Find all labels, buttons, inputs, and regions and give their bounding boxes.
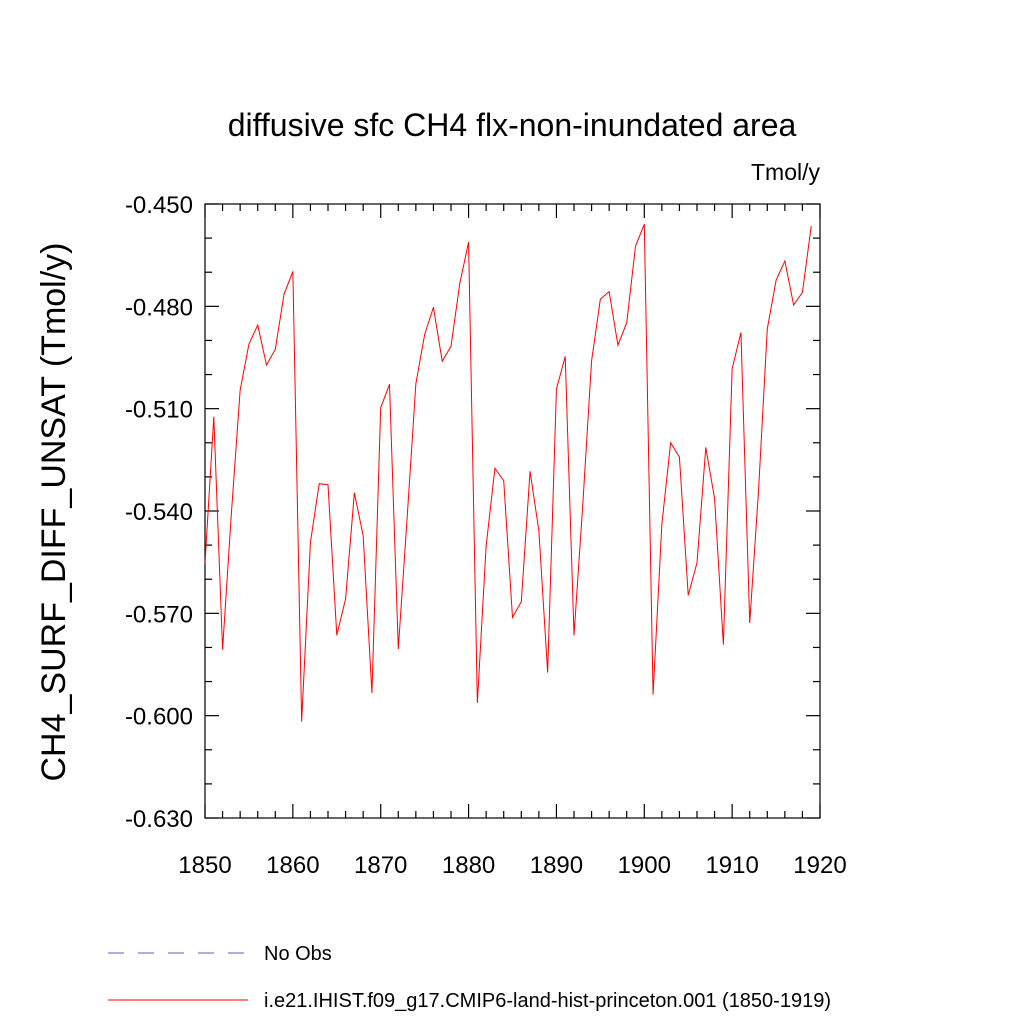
data-point — [239, 389, 241, 391]
x-tick-label: 1870 — [354, 852, 407, 879]
data-point — [266, 364, 267, 366]
data-point — [538, 530, 540, 532]
data-point — [459, 283, 461, 284]
x-axis-ticks — [204, 204, 821, 818]
data-point — [230, 513, 232, 515]
data-point — [345, 598, 346, 600]
data-point — [687, 594, 689, 596]
data-point — [485, 545, 487, 547]
data-point — [722, 643, 724, 645]
data-point — [714, 497, 715, 499]
y-tick-label: -0.510 — [125, 397, 193, 424]
data-point — [406, 518, 408, 520]
data-point — [802, 291, 803, 293]
data-point — [617, 344, 619, 346]
data-point — [599, 298, 601, 300]
data-point — [775, 280, 777, 281]
data-point — [582, 504, 584, 505]
data-point — [362, 535, 364, 536]
y-axis-tick-labels: -0.630 -0.600 -0.570 -0.540 -0.510 -0.480 -0.4… — [125, 192, 193, 833]
data-point — [626, 322, 628, 324]
data-point — [257, 324, 259, 326]
data-point — [766, 328, 768, 330]
x-tick-label: 1890 — [530, 852, 583, 879]
data-point — [652, 694, 654, 695]
data-point — [529, 471, 531, 472]
data-point — [793, 304, 795, 306]
data-point — [213, 416, 215, 418]
data-point — [389, 384, 390, 385]
data-point — [274, 348, 276, 350]
data-point — [336, 634, 338, 636]
data-point — [415, 383, 417, 385]
data-point — [705, 447, 707, 448]
data-point — [661, 523, 663, 525]
data-point — [635, 245, 636, 247]
data-point — [608, 291, 610, 293]
y-axis-label: CH4_SURF_DIFF_UNSAT (Tmol/y) — [35, 242, 73, 781]
data-point — [784, 260, 786, 262]
data-point — [441, 360, 443, 362]
data-point — [670, 442, 672, 444]
units-label: Tmol/y — [751, 159, 821, 185]
data-point — [327, 484, 329, 486]
data-point — [494, 467, 496, 469]
y-axis-ticks — [205, 203, 820, 819]
y-tick-label: -0.450 — [125, 192, 193, 219]
data-point — [310, 541, 311, 543]
legend-label-no-obs: No Obs — [264, 943, 332, 965]
data-point — [749, 622, 751, 624]
legend-label-simulation: i.e21.IHIST.f09_g17.CMIP6-land-hist-prin… — [264, 990, 831, 1012]
x-tick-label: 1880 — [442, 852, 495, 879]
data-point — [512, 617, 513, 618]
data-point — [573, 634, 575, 636]
x-axis-tick-labels: 1850 1860 1870 1880 1890 1900 1910 1920 — [178, 852, 846, 879]
data-point — [371, 692, 373, 694]
data-point — [476, 702, 478, 704]
y-tick-label: -0.570 — [125, 601, 193, 628]
data-point — [731, 368, 733, 370]
chart-title: diffusive sfc CH4 flx-non-inundated area — [228, 107, 797, 143]
data-point — [433, 306, 434, 308]
data-point — [740, 332, 742, 333]
data-point — [503, 480, 505, 482]
x-tick-label: 1910 — [705, 852, 758, 879]
x-tick-label: 1860 — [266, 852, 319, 879]
data-point — [292, 271, 294, 272]
data-point — [696, 562, 698, 564]
data-point — [222, 649, 223, 650]
data-point — [679, 456, 680, 458]
x-tick-label: 1900 — [618, 852, 671, 879]
series-group — [204, 223, 812, 722]
data-point — [591, 360, 592, 362]
x-tick-label: 1850 — [178, 852, 231, 879]
data-point — [468, 241, 469, 243]
data-point — [318, 483, 320, 485]
data-point — [547, 671, 549, 673]
data-point — [380, 407, 382, 409]
data-point — [758, 490, 759, 492]
data-point — [643, 223, 645, 225]
data-point — [283, 293, 285, 295]
data-point — [520, 601, 522, 603]
y-tick-label: -0.600 — [125, 704, 193, 731]
y-tick-label: -0.480 — [125, 294, 193, 321]
data-point — [450, 345, 452, 347]
data-point — [564, 356, 566, 357]
data-point — [248, 343, 250, 345]
y-tick-label: -0.540 — [125, 499, 193, 526]
x-tick-label: 1920 — [793, 852, 846, 879]
data-point — [424, 334, 426, 336]
data-point — [301, 721, 303, 722]
data-point — [810, 225, 812, 227]
data-point — [397, 648, 399, 650]
data-point — [556, 388, 557, 390]
data-point — [204, 562, 206, 564]
series-line — [204, 223, 812, 722]
legend: No Obs i.e21.IHIST.f09_g17.CMIP6-land-hi… — [108, 943, 831, 1012]
y-tick-label: -0.630 — [125, 806, 193, 833]
data-point — [353, 492, 355, 494]
